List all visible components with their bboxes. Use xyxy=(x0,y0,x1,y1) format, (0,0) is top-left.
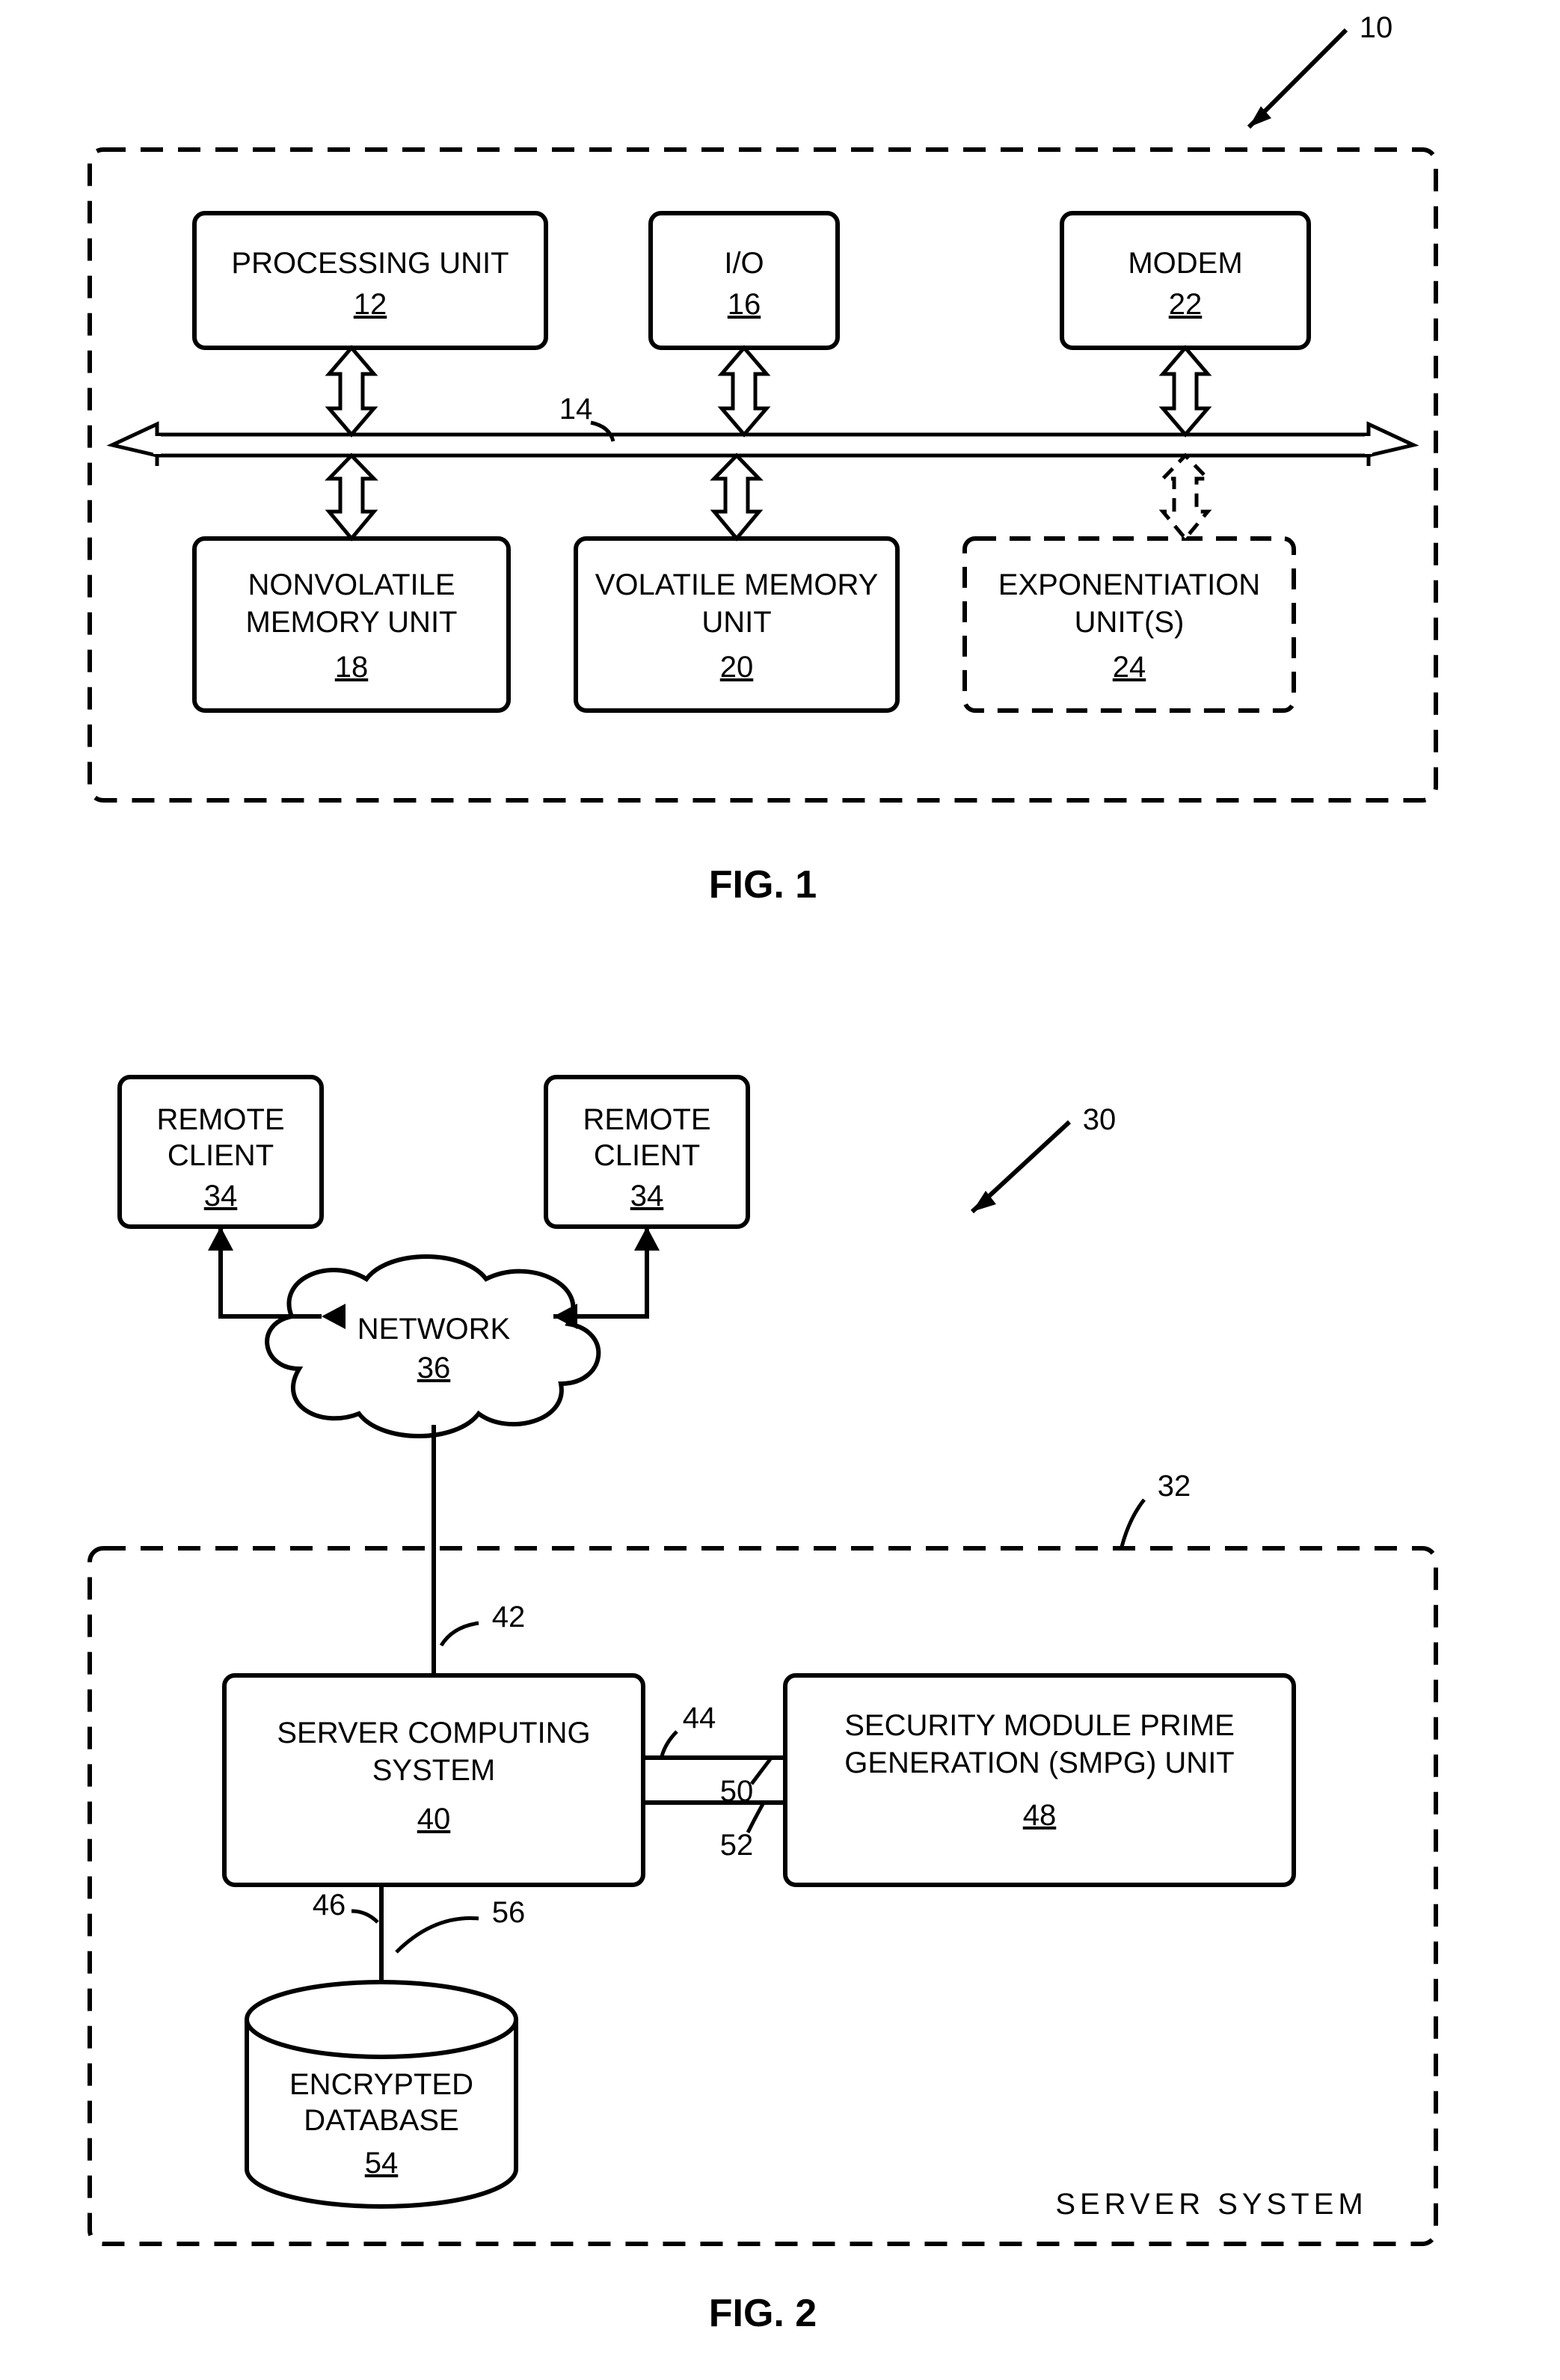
bus xyxy=(112,424,1413,466)
svg-text:34: 34 xyxy=(204,1180,238,1212)
svg-text:36: 36 xyxy=(417,1352,451,1384)
label-56: 56 xyxy=(396,1896,525,1952)
svg-text:UNIT: UNIT xyxy=(701,606,771,639)
svg-text:VOLATILE MEMORY: VOLATILE MEMORY xyxy=(595,568,879,601)
svg-text:50: 50 xyxy=(720,1775,754,1808)
nonvolatile-memory-block: NONVOLATILE MEMORY UNIT 18 xyxy=(194,539,509,711)
svg-text:I/O: I/O xyxy=(724,247,764,280)
encrypted-database: ENCRYPTED DATABASE 54 xyxy=(247,1982,516,2206)
server-container-ref: 32 xyxy=(1122,1470,1191,1547)
svg-text:REMOTE: REMOTE xyxy=(583,1103,710,1136)
svg-text:14: 14 xyxy=(559,393,593,426)
svg-text:SYSTEM: SYSTEM xyxy=(372,1754,495,1787)
svg-text:MEMORY UNIT: MEMORY UNIT xyxy=(246,606,458,639)
svg-text:22: 22 xyxy=(1169,288,1203,321)
svg-text:NETWORK: NETWORK xyxy=(357,1313,511,1346)
svg-text:CLIENT: CLIENT xyxy=(594,1139,700,1172)
svg-text:54: 54 xyxy=(365,2147,399,2180)
server-computing-system: SERVER COMPUTING SYSTEM 40 xyxy=(224,1675,643,1885)
svg-text:24: 24 xyxy=(1113,651,1146,684)
server-system-label: SERVER SYSTEM xyxy=(1055,2188,1367,2221)
svg-text:DATABASE: DATABASE xyxy=(304,2104,458,2137)
svg-text:SECURITY MODULE PRIME: SECURITY MODULE PRIME xyxy=(844,1709,1235,1742)
svg-text:16: 16 xyxy=(728,288,761,321)
svg-text:CLIENT: CLIENT xyxy=(168,1139,274,1172)
svg-text:48: 48 xyxy=(1023,1799,1057,1832)
arrow-cloud-client2 xyxy=(553,1227,660,1329)
svg-text:42: 42 xyxy=(492,1601,526,1634)
svg-text:REMOTE: REMOTE xyxy=(156,1103,284,1136)
svg-text:52: 52 xyxy=(720,1829,754,1862)
arrow-proc-bus xyxy=(329,348,374,435)
arrow-modem-bus xyxy=(1163,348,1208,435)
svg-text:MODEM: MODEM xyxy=(1128,247,1242,280)
arrow-vol-bus xyxy=(714,456,759,539)
arrow-io-bus xyxy=(722,348,767,435)
arrow-exp-bus xyxy=(1163,456,1208,539)
svg-text:12: 12 xyxy=(354,288,387,321)
svg-text:SERVER COMPUTING: SERVER COMPUTING xyxy=(277,1717,590,1749)
label-52: 52 xyxy=(720,1804,763,1862)
network-cloud: NETWORK 36 xyxy=(267,1257,598,1436)
label-44: 44 xyxy=(662,1702,716,1756)
svg-text:32: 32 xyxy=(1158,1470,1191,1503)
svg-text:18: 18 xyxy=(335,651,369,684)
volatile-memory-block: VOLATILE MEMORY UNIT 20 xyxy=(576,539,897,711)
remote-client-1: REMOTE CLIENT 34 xyxy=(120,1077,322,1227)
svg-text:44: 44 xyxy=(683,1702,716,1735)
fig1: 10 14 PROCESSING UNIT 12 I/O 16 MODEM 22… xyxy=(90,11,1436,907)
arrow-nv-bus xyxy=(329,456,374,539)
svg-text:EXPONENTIATION: EXPONENTIATION xyxy=(998,568,1260,601)
fig2: 30 REMOTE CLIENT 34 REMOTE CLIENT 34 NET… xyxy=(90,1077,1436,2335)
diagram-svg: 10 14 PROCESSING UNIT 12 I/O 16 MODEM 22… xyxy=(0,0,1560,2380)
processing-unit-block: PROCESSING UNIT 12 xyxy=(194,213,546,348)
fig1-ref-arrow: 10 xyxy=(1249,11,1392,127)
fig1-caption: FIG. 1 xyxy=(709,863,817,907)
fig1-ref-num: 10 xyxy=(1360,11,1393,44)
svg-text:40: 40 xyxy=(417,1803,451,1835)
fig2-caption: FIG. 2 xyxy=(709,2292,817,2335)
label-46: 46 xyxy=(313,1889,378,1922)
fig2-ref-arrow: 30 xyxy=(972,1103,1116,1212)
smpg-unit: SECURITY MODULE PRIME GENERATION (SMPG) … xyxy=(785,1675,1294,1885)
svg-text:56: 56 xyxy=(492,1896,526,1929)
svg-text:UNIT(S): UNIT(S) xyxy=(1075,606,1185,639)
label-42: 42 xyxy=(441,1601,525,1646)
svg-text:NONVOLATILE: NONVOLATILE xyxy=(248,568,455,601)
io-block: I/O 16 xyxy=(651,213,838,348)
modem-block: MODEM 22 xyxy=(1062,213,1309,348)
svg-text:30: 30 xyxy=(1083,1103,1117,1136)
remote-client-2: REMOTE CLIENT 34 xyxy=(546,1077,748,1227)
svg-text:46: 46 xyxy=(313,1889,346,1922)
svg-text:34: 34 xyxy=(630,1180,664,1212)
svg-text:ENCRYPTED: ENCRYPTED xyxy=(289,2068,473,2101)
exponentiation-unit-block: EXPONENTIATION UNIT(S) 24 xyxy=(965,539,1294,711)
svg-text:GENERATION (SMPG) UNIT: GENERATION (SMPG) UNIT xyxy=(844,1746,1234,1779)
svg-text:PROCESSING UNIT: PROCESSING UNIT xyxy=(231,247,509,280)
svg-text:20: 20 xyxy=(720,651,754,684)
page: 10 14 PROCESSING UNIT 12 I/O 16 MODEM 22… xyxy=(0,0,1560,2380)
